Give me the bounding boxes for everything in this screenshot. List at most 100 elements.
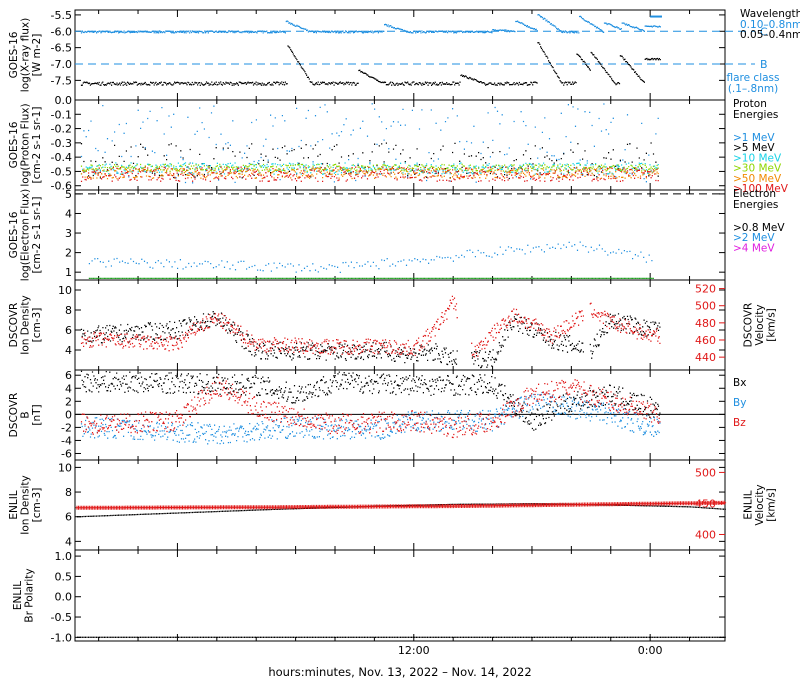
y-tick-label: -6: [61, 447, 72, 460]
panel-enlil_polarity: 1.0 0.5 0.0 -0.5 -1.0 ENLILBr Polarity: [12, 549, 726, 644]
y2-tick-label: 400: [695, 528, 716, 541]
y-tick-label: -0.2: [51, 123, 72, 136]
y-tick-label: 5: [65, 188, 72, 201]
y-tick-label: -6.5: [51, 42, 72, 55]
y-axis-label-line: GOES-16: [8, 31, 20, 78]
y-tick-label: -0.3: [51, 137, 72, 150]
y-tick-label: -2: [61, 421, 72, 434]
series--1-MeV: [80, 103, 659, 184]
legend-title-line: Energies: [733, 199, 778, 211]
y-tick-label: 0.5: [55, 570, 73, 583]
x-tick-label: 12:00: [398, 644, 430, 657]
legend-title-line: Energies: [733, 109, 778, 121]
y-tick-label: 4: [65, 535, 72, 548]
y-tick-label: 0.0: [55, 94, 73, 107]
panel-enlil_plasma: 10864500450400ENLILVelocity[km/s]ENLILIo…: [8, 459, 778, 551]
y-tick-label: 1.0: [55, 550, 73, 563]
y-axis-label-line: [nT]: [31, 404, 43, 425]
legend-entry: >30 MeV: [733, 163, 782, 175]
y2-tick-label: 440: [695, 351, 716, 364]
legend-title: Proton Energies: [733, 98, 778, 121]
y-axis-label-line: Ion Density: [20, 295, 32, 354]
y-tick-label: -1.0: [51, 631, 72, 644]
y2-tick-label: 460: [695, 334, 716, 347]
y-axis-label-line: GOES-16: [8, 211, 20, 258]
legend-entry: >5 MeV: [733, 142, 775, 154]
y-tick-label: 6: [65, 369, 72, 382]
y-axis-label: ENLILBr Polarity: [12, 568, 36, 622]
series--100-MeV: [80, 166, 659, 183]
y-tick-label: 4: [65, 344, 72, 357]
y-axis-label-line: DSCOVR: [8, 303, 20, 348]
y-axis-label-line: GOES-16: [8, 121, 20, 168]
y-axis-label-line: ENLIL: [8, 490, 20, 519]
y-tick-label: 4: [65, 382, 72, 395]
y-axis-label-line: Br Polarity: [24, 568, 36, 622]
x-tick-label: 0:00: [638, 644, 663, 657]
y2-tick-label: 500: [695, 300, 716, 313]
flare-class-note: flare class: [727, 72, 780, 84]
y-tick-label: 4: [65, 207, 72, 220]
legend-entry: >10 MeV: [733, 152, 782, 164]
y-axis-label: DSCOVRB[nT]: [8, 393, 43, 438]
flare-class-label: C: [760, 25, 768, 38]
series-0-05-0-4nm: [80, 42, 661, 86]
series--0-8-MeV: [88, 241, 653, 274]
y-tick-label: 10: [58, 461, 72, 474]
series-velocity: [80, 295, 661, 358]
panel-frame: [74, 549, 726, 642]
y-axis-label-line: [cm-3]: [31, 488, 43, 523]
x-axis-label: hours:minutes, Nov. 13, 2022 – Nov. 14, …: [268, 665, 531, 679]
y-tick-label: -0.5: [51, 165, 72, 178]
y2-axis-label-line: [km/s]: [766, 308, 778, 342]
panel-frame: [74, 9, 726, 101]
panel-dscovr_plasma: 10864520500480460440DSCOVRVelocity[km/s]…: [8, 279, 778, 371]
y-axis-label-line: [W m-2]: [31, 34, 43, 77]
series-Bx: [80, 370, 661, 431]
y-axis-label-line: [cm-2 s-1 sr-1]: [31, 107, 43, 184]
series-Bz: [80, 377, 661, 439]
flare-class-note: (.1–.8nm): [728, 83, 778, 95]
series-0-10-0-8nm: [80, 13, 661, 34]
y-tick-label: -0.6: [51, 180, 72, 193]
y-tick-label: -7.5: [51, 74, 72, 87]
y-tick-label: 2: [65, 247, 72, 260]
y-tick-label: 8: [65, 304, 72, 317]
y2-axis-label-line: ENLIL: [743, 490, 755, 519]
y2-axis-label-line: Velocity: [754, 304, 766, 345]
y-tick-label: -0.5: [51, 611, 72, 624]
legend-title: Electron Energies: [733, 188, 778, 211]
legend-entry: >50 MeV: [733, 173, 782, 185]
y-axis-label: GOES-16log(Electron Flux)[cm-2 s-1 sr-1]: [8, 189, 43, 281]
y-tick-label: 8: [65, 486, 72, 499]
y-tick-label: -0.4: [51, 151, 72, 164]
panel-xray: -5.5 -6.0 -6.5 -7.0 -7.5 GOES-16log(X-ray flu…: [8, 8, 800, 101]
y-axis-label-line: B: [20, 411, 32, 418]
y-tick-label: -5.5: [51, 9, 72, 22]
legend-entry: >0.8 MeV: [733, 222, 785, 234]
flare-class-label: B: [760, 58, 768, 71]
legend-entry: 0.05–0.4nm: [740, 29, 800, 41]
y-axis-label: DSCOVRIon Density[cm-3]: [8, 295, 43, 354]
y-tick-label: 1: [65, 266, 72, 279]
y-axis-label-line: log(X-ray flux): [20, 18, 32, 92]
legend-entry: Bz: [733, 417, 746, 429]
y-tick-label: 0.0: [55, 591, 73, 604]
y-tick-label: -7.0: [51, 58, 72, 71]
legend-title-line: Electron: [733, 188, 776, 200]
panel-electron: 5 4 3 2 1 GOES-16log(Electron Flux)[cm-2 s-1 …: [8, 188, 785, 281]
y-tick-label: 6: [65, 511, 72, 524]
y-axis-label-line: Ion Density: [20, 475, 32, 534]
y2-axis-label-line: [km/s]: [766, 488, 778, 522]
y-axis-label-line: log(Electron Flux): [20, 189, 32, 281]
series-velocity: [75, 500, 727, 510]
legend-entry: >1 MeV: [733, 132, 775, 144]
legend-entry: 0.10–0.8nm: [740, 19, 800, 31]
panel-proton: 0.0-0.1 -0.2-0.3-0.4-0.5 -0.6 GOES-16log(Pr…: [8, 94, 789, 195]
y2-axis-label: ENLILVelocity[km/s]: [743, 484, 778, 525]
y-axis-label-line: [cm-3]: [31, 308, 43, 343]
series--30-MeV: [80, 163, 659, 173]
y-axis-label: ENLILIon Density[cm-3]: [8, 475, 43, 534]
